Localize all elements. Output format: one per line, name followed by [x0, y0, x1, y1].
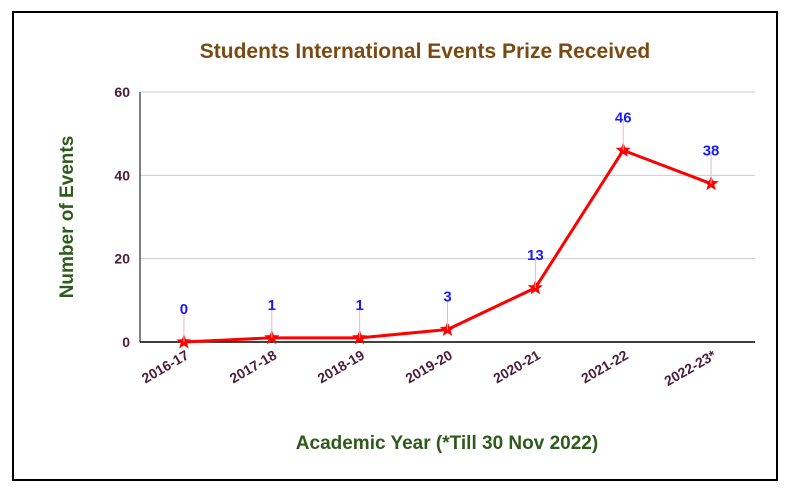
chart-title: Students International Events Prize Rece…: [200, 40, 650, 63]
y-tick-label: 0: [122, 334, 130, 350]
data-label: 1: [268, 297, 276, 314]
x-tick-label: 2020-21: [490, 347, 543, 387]
x-tick-label: 2019-20: [402, 347, 455, 387]
x-tick-label: 2022-23*: [661, 346, 719, 389]
y-axis-label: Number of Events: [57, 136, 78, 299]
y-tick-label: 20: [114, 251, 130, 267]
data-label: 46: [615, 109, 632, 126]
x-axis-label: Academic Year (*Till 30 Nov 2022): [296, 433, 598, 454]
x-tick-label: 2021-22: [578, 347, 631, 387]
data-label: 3: [443, 289, 451, 306]
x-tick-label: 2018-19: [315, 347, 368, 387]
data-label: 38: [703, 143, 720, 160]
x-tick-label: 2017-18: [227, 347, 280, 387]
y-tick-label: 40: [114, 167, 130, 183]
data-label: 1: [355, 297, 363, 314]
data-label: 0: [180, 301, 188, 318]
axes: 0 20 40 60 2016-17 2017-18 2018-19 2019-20 2020-…: [114, 84, 755, 389]
data-label: 13: [527, 247, 544, 264]
grid: [140, 91, 755, 260]
y-tick-label: 60: [114, 84, 130, 100]
x-tick-label: 2016-17: [139, 347, 192, 387]
